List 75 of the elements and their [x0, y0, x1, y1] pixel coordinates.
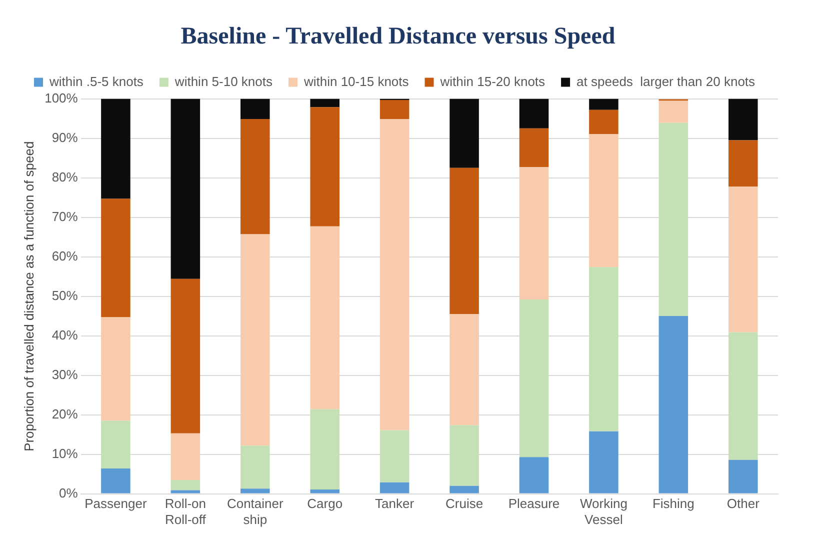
bar	[450, 168, 479, 314]
bar	[310, 107, 340, 226]
bar	[170, 433, 200, 480]
bar	[170, 278, 200, 434]
bar	[519, 167, 549, 300]
bar	[519, 128, 549, 168]
bar	[589, 267, 618, 432]
x-tick-label: Cruise	[445, 496, 484, 512]
bar	[450, 314, 479, 426]
bar	[450, 98, 479, 168]
bar	[519, 299, 549, 458]
y-axis-title: Proportion of travelled distance as a function of speed	[21, 141, 36, 452]
bar	[728, 186, 758, 332]
x-tick-label: Pleasure	[508, 496, 560, 512]
bar	[380, 482, 410, 494]
bar	[728, 98, 758, 140]
bar	[450, 486, 479, 494]
bar	[380, 430, 410, 482]
x-tick-label: Cargo	[307, 496, 343, 512]
y-tick-label: 70%	[52, 208, 78, 224]
bar	[101, 198, 130, 318]
x-tick-label: Other	[726, 496, 760, 512]
bar	[658, 100, 688, 123]
bar	[589, 431, 618, 494]
x-tick-label: Tanker	[375, 496, 415, 512]
bar	[310, 226, 340, 410]
y-tick-label: 20%	[52, 406, 78, 422]
x-tick-label: Fishing	[652, 496, 694, 512]
bar	[240, 118, 270, 234]
bar	[589, 134, 618, 268]
bar	[380, 118, 410, 430]
bar	[101, 468, 130, 494]
bar	[240, 234, 270, 446]
bar	[170, 490, 200, 494]
bar	[310, 409, 340, 490]
bar	[658, 316, 688, 494]
y-tick-label: 10%	[52, 446, 78, 461]
bar	[240, 446, 270, 489]
legend-label: within 5-10 knots	[174, 74, 273, 89]
legend-label: within .5-5 knots	[48, 74, 144, 89]
y-tick-label: 90%	[52, 130, 78, 145]
bar	[728, 140, 758, 186]
y-tick-label: 50%	[52, 288, 78, 303]
bar	[101, 420, 130, 469]
bar	[170, 480, 200, 490]
bar	[101, 317, 130, 421]
bar	[728, 460, 758, 494]
bar	[519, 98, 549, 128]
y-tick-label: 30%	[52, 366, 78, 382]
y-tick-label: 80%	[52, 169, 78, 184]
bar	[589, 98, 618, 110]
bar	[450, 425, 479, 486]
bar	[310, 489, 340, 494]
x-tick-label: Working Vessel	[580, 496, 628, 527]
bar	[170, 98, 200, 279]
bar	[728, 332, 758, 460]
x-tick-label: Roll-on Roll-off	[164, 496, 206, 527]
x-tick-label: Container ship	[226, 496, 284, 527]
legend-label: within 10-15 knots	[302, 74, 410, 89]
bar	[519, 457, 549, 494]
bar	[240, 488, 270, 494]
legend-label: at speeds larger than 20 knots	[576, 74, 756, 89]
legend-label: within 15-20 knots	[439, 74, 546, 89]
bar	[380, 100, 410, 119]
y-tick-label: 0%	[59, 485, 78, 500]
bar	[658, 122, 688, 316]
bar	[589, 110, 618, 134]
chart-title: Baseline - Travelled Distance versus Speed	[180, 24, 616, 50]
bar	[101, 98, 130, 199]
bar	[240, 98, 270, 119]
bar	[310, 98, 340, 108]
x-tick-label: Passenger	[84, 496, 148, 512]
y-tick-label: 40%	[52, 327, 78, 342]
y-tick-label: 100%	[44, 90, 78, 106]
y-tick-label: 60%	[52, 248, 78, 264]
